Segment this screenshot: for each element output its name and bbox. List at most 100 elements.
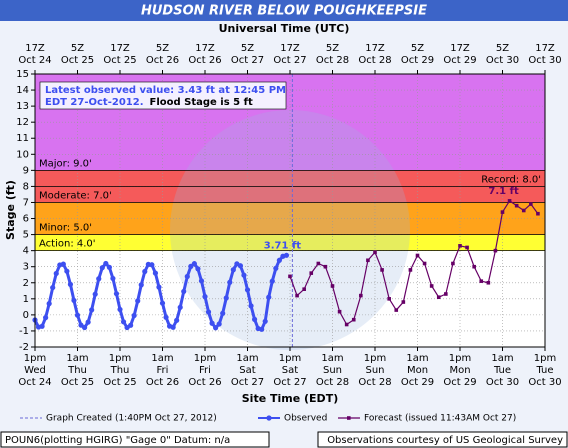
observed-point — [216, 321, 222, 327]
y-tick-label: 1 — [23, 294, 29, 305]
observed-point — [92, 291, 98, 297]
top-tick-label: 17Z — [365, 43, 385, 54]
observed-point — [266, 294, 272, 300]
observed-point — [241, 272, 247, 278]
forecast-point — [521, 208, 526, 213]
series-line — [289, 200, 539, 326]
x-tick-date: Oct 27 — [231, 377, 264, 388]
top-tick-date: Oct 30 — [528, 55, 561, 66]
top-tick-date: Oct 28 — [316, 55, 349, 66]
forecast-point — [436, 295, 441, 300]
observed-point — [227, 279, 233, 285]
plot-border — [34, 73, 546, 348]
flood-stage-note: Flood Stage is 5 ft — [150, 97, 253, 108]
x-tick-day: Sat — [282, 365, 298, 376]
forecast-point — [493, 248, 498, 253]
observed-point — [188, 263, 194, 269]
footer-box — [0, 431, 270, 448]
x-tick-label: 1am — [236, 353, 258, 364]
observed-point — [244, 287, 251, 293]
x-tick-date: Oct 29 — [443, 377, 476, 388]
observed-point — [99, 265, 105, 271]
forecast-point — [302, 287, 306, 291]
observed-point — [262, 318, 268, 324]
observed-point — [213, 325, 219, 331]
observed-point — [177, 304, 183, 310]
observed-point — [53, 270, 59, 277]
stage-label: Major: 9.0' — [39, 158, 92, 169]
top-tick-label: 17Z — [110, 43, 130, 54]
chart-title: HUDSON RIVER BELOW POUGHKEEPSIE — [141, 4, 427, 19]
y-tick-label: 3 — [23, 262, 29, 273]
top-tick-date: Oct 30 — [486, 55, 519, 66]
observed-point — [248, 303, 254, 309]
y-tick-label: 2 — [23, 278, 29, 289]
y-tick-label: 10 — [16, 149, 29, 160]
observed-point — [117, 306, 123, 313]
observed-point — [251, 316, 258, 322]
x-tick-day: Thu — [67, 365, 87, 376]
observed-point — [181, 288, 187, 295]
stage-label: Moderate: 7.0' — [39, 190, 112, 201]
forecast-point — [507, 199, 512, 203]
x-tick-day: Tue — [493, 365, 511, 376]
observed-point — [131, 312, 137, 319]
x-tick-date: Oct 28 — [316, 377, 349, 388]
y-tick-label: 8 — [23, 181, 29, 192]
footer-right: Observations courtesy of US Geological S… — [327, 435, 563, 446]
observed-point — [170, 324, 176, 330]
observed-point — [283, 252, 290, 258]
observed-point — [230, 267, 236, 273]
x-tick-label: 1am — [151, 353, 173, 364]
y-tick-label: 4 — [23, 246, 29, 257]
observed-point — [156, 284, 162, 290]
x-tick-label: 1pm — [24, 353, 46, 364]
x-tick-label: 1am — [406, 353, 428, 364]
forecast-point — [309, 271, 314, 275]
legend-label: Observed — [284, 414, 327, 424]
observed-point — [110, 275, 116, 282]
forecast-point — [316, 261, 321, 266]
top-tick-label: 17Z — [195, 43, 215, 54]
top-tick-date: Oct 26 — [188, 55, 221, 66]
x-tick-label: 1am — [491, 353, 513, 364]
observed-point — [46, 301, 52, 307]
observed-point — [128, 322, 134, 328]
y-tick-label: 15 — [16, 69, 29, 80]
forecast-point — [344, 322, 349, 327]
top-tick-label: 5Z — [496, 43, 509, 54]
top-tick-date: Oct 25 — [103, 55, 136, 66]
x-tick-date: Oct 26 — [146, 377, 179, 388]
top-tick-label: 5Z — [326, 43, 339, 54]
peak-label: 3.71 ft — [264, 240, 302, 251]
x-tick-label: 1pm — [449, 353, 471, 364]
top-tick-date: Oct 27 — [273, 55, 306, 66]
forecast-point — [373, 250, 377, 255]
forecast-point — [359, 293, 363, 298]
observed-point — [259, 326, 265, 332]
forecast-point — [472, 264, 476, 269]
x-tick-day: Sun — [365, 365, 384, 376]
x-tick-date: Oct 24 — [18, 377, 51, 388]
observed-point — [96, 276, 102, 282]
forecast-point — [486, 280, 491, 285]
x-tick-date: Oct 30 — [528, 377, 561, 388]
top-tick-date: Oct 24 — [18, 55, 51, 66]
forecast-point — [351, 317, 356, 322]
top-tick-date: Oct 29 — [443, 55, 476, 66]
info-box — [39, 81, 287, 110]
observed-point — [60, 261, 66, 267]
top-tick-date: Oct 27 — [231, 55, 264, 66]
top-axis-title: Universal Time (UTC) — [219, 22, 350, 35]
observed-point — [273, 265, 279, 271]
x-tick-date: Oct 27 — [273, 377, 306, 388]
observed-point — [138, 282, 144, 288]
info-line: EDT 27-Oct-2012. — [45, 97, 144, 108]
forecast-point — [394, 308, 399, 312]
forecast-point — [500, 210, 505, 214]
observed-point — [103, 260, 109, 267]
top-tick-date: Oct 25 — [61, 55, 94, 66]
y-tick-label: -1 — [19, 326, 29, 337]
